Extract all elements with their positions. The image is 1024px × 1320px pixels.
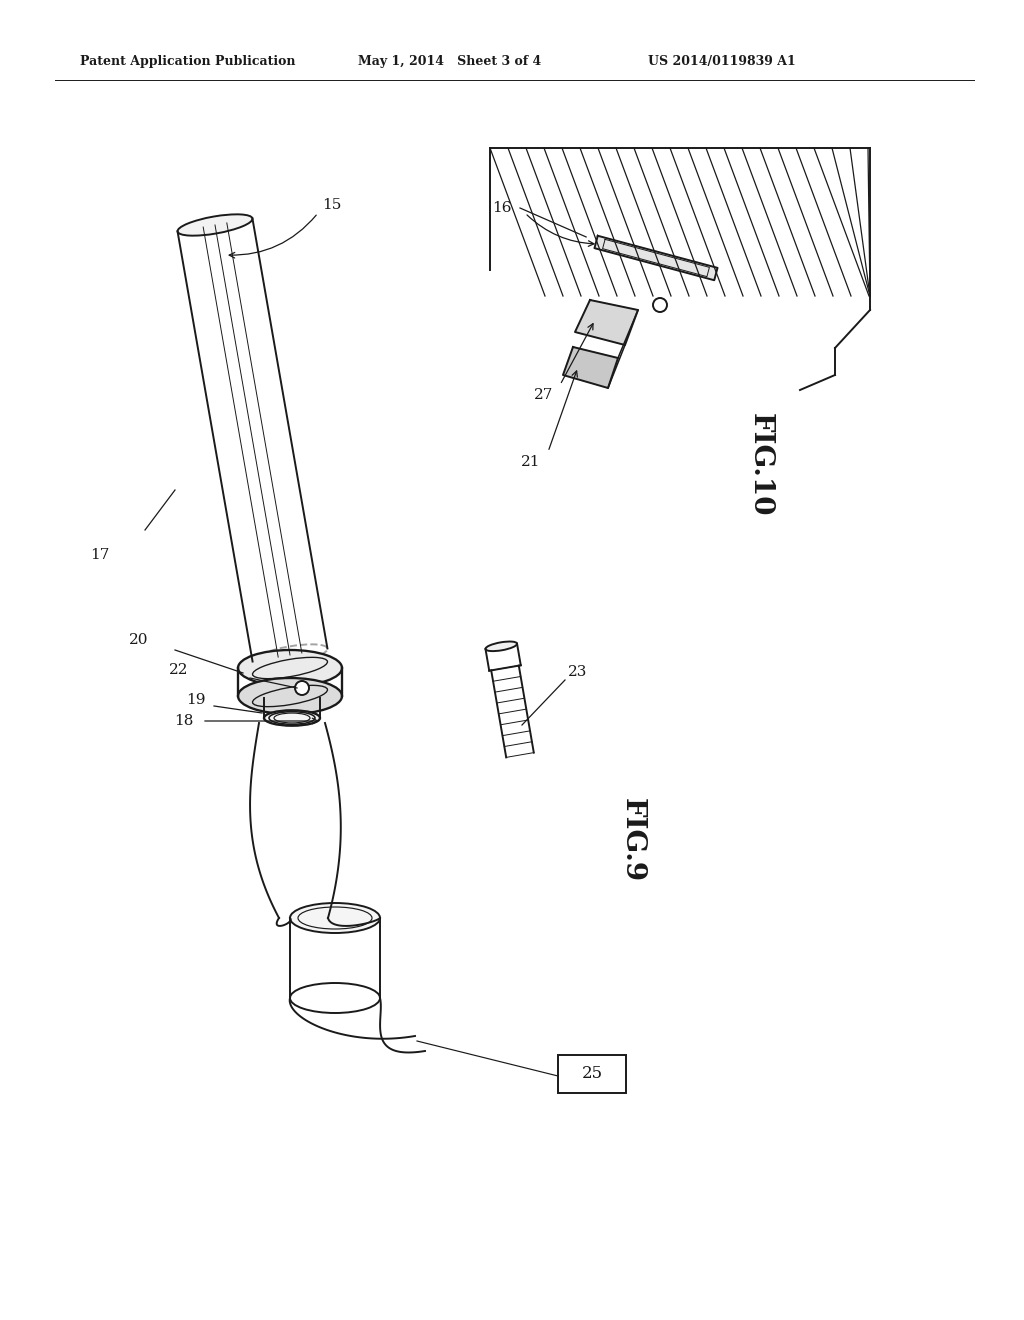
Text: 19: 19 [186, 693, 206, 708]
Polygon shape [595, 236, 718, 280]
Ellipse shape [238, 678, 342, 714]
Ellipse shape [238, 649, 342, 686]
Text: 20: 20 [128, 634, 148, 647]
Ellipse shape [177, 214, 253, 236]
Ellipse shape [290, 903, 380, 933]
Text: Patent Application Publication: Patent Application Publication [80, 55, 296, 69]
Text: 27: 27 [534, 388, 553, 403]
Text: 22: 22 [169, 663, 188, 677]
Ellipse shape [485, 642, 517, 651]
Text: FIG.10: FIG.10 [746, 413, 773, 516]
Ellipse shape [253, 657, 328, 678]
Ellipse shape [264, 710, 319, 726]
Text: 16: 16 [493, 201, 512, 215]
Polygon shape [563, 347, 618, 388]
Circle shape [295, 681, 309, 696]
Text: 23: 23 [568, 665, 588, 678]
Circle shape [653, 298, 667, 312]
Text: May 1, 2014   Sheet 3 of 4: May 1, 2014 Sheet 3 of 4 [358, 55, 542, 69]
Ellipse shape [253, 685, 328, 706]
Text: US 2014/0119839 A1: US 2014/0119839 A1 [648, 55, 796, 69]
Text: 17: 17 [90, 548, 110, 562]
FancyBboxPatch shape [558, 1055, 626, 1093]
Text: FIG.9: FIG.9 [618, 797, 645, 882]
Text: 21: 21 [520, 455, 540, 469]
Text: 18: 18 [175, 714, 194, 729]
Polygon shape [575, 300, 638, 345]
Text: 25: 25 [582, 1065, 602, 1082]
Text: 15: 15 [322, 198, 341, 213]
